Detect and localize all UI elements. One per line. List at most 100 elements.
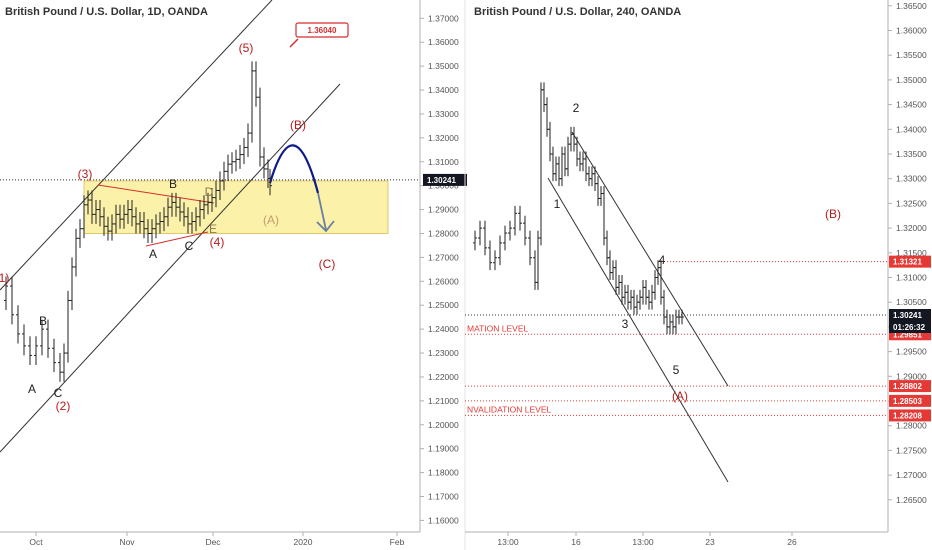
h4-lower-channel-line	[547, 177, 729, 483]
h4-time-tick-label: 16	[571, 537, 581, 547]
daily-wave-label: (C)	[319, 257, 336, 271]
h4-level-price: 1.28503	[893, 397, 922, 406]
daily-time-tick-label: Dec	[205, 537, 221, 547]
h4-countdown-tag	[889, 320, 931, 333]
h4-price-tick-label: 1.28000	[896, 421, 927, 431]
daily-wave-label: (B)	[290, 118, 306, 132]
target-callout-label: 1.36040	[308, 26, 337, 35]
daily-time-tick-label: Nov	[119, 537, 135, 547]
h4-price-tick-label: 1.33500	[896, 149, 927, 159]
h4-wave-label: 2	[573, 101, 580, 115]
h4-wave-label: 5	[673, 363, 680, 377]
h4-upper-channel-line	[571, 131, 729, 387]
projection-arrow-line	[317, 192, 327, 231]
h4-price-tick-label: 1.29000	[896, 371, 927, 381]
daily-wave-label: B	[169, 177, 177, 191]
h4-price-tick-label: 1.35000	[896, 75, 927, 85]
daily-price-tick-label: 1.21000	[428, 396, 459, 406]
h4-wave-label: 4	[659, 253, 666, 267]
h4-time-tick-label: 13:00	[497, 537, 519, 547]
h4-price-bars	[473, 82, 684, 335]
daily-upper-channel-line	[0, 0, 273, 291]
daily-price-tick-label: 1.27000	[428, 252, 459, 262]
h4-level-tag	[889, 409, 931, 422]
h4-price-tick-label: 1.31500	[896, 248, 927, 258]
daily-price-tick-label: 1.32000	[428, 133, 459, 143]
h4-level-price: 1.29851	[893, 330, 922, 339]
daily-price-tick-label: 1.36000	[428, 37, 459, 47]
daily-price-tick-label: 1.37000	[428, 13, 459, 23]
daily-wave-label: A	[28, 382, 36, 396]
daily-wave-label: C	[54, 386, 63, 400]
h4-level-price: 1.28802	[893, 382, 922, 391]
daily-chart-title: British Pound / U.S. Dollar, 1D, OANDA	[5, 6, 208, 18]
daily-price-tick-label: 1.25000	[428, 300, 459, 310]
daily-price-tick-label: 1.22000	[428, 372, 459, 382]
daily-price-tick-label: 1.23000	[428, 348, 459, 358]
target-callout-pointer	[289, 38, 299, 48]
h4-wave-label: (B)	[825, 207, 841, 221]
h4-price-tick-label: 1.36500	[896, 1, 927, 11]
daily-wave-label: D	[205, 185, 214, 199]
h4-price-tick-label: 1.35500	[896, 50, 927, 60]
projection-arc	[268, 144, 320, 194]
daily-price-tick-label: 1.33000	[428, 109, 459, 119]
h4-time-tick-label: 13:00	[632, 537, 654, 547]
h4-price-tick-label: 1.30500	[896, 297, 927, 307]
target-callout-box	[295, 22, 349, 38]
h4-price-tick-label: 1.31000	[896, 273, 927, 283]
daily-wave-label: (5)	[239, 41, 254, 55]
h4-level-text: MATION LEVEL	[467, 323, 529, 333]
daily-wave-label: (4)	[210, 235, 225, 249]
h4-wave-label: 1	[554, 197, 561, 211]
daily-price-tick-label: 1.29000	[428, 205, 459, 215]
h4-level-tag	[889, 380, 931, 393]
daily-price-tick-label: 1.34000	[428, 85, 459, 95]
h4-chart-panel: British Pound / U.S. Dollar, 240, OANDA …	[464, 0, 931, 550]
daily-target-zone	[83, 180, 389, 234]
h4-price-tick-label: 1.32000	[896, 223, 927, 233]
daily-time-tick-label: 2020	[294, 537, 313, 547]
daily-price-tick-label: 1.20000	[428, 420, 459, 430]
daily-wave-label: (1)	[0, 271, 9, 285]
daily-price-tick-label: 1.26000	[428, 276, 459, 286]
daily-price-tick-label: 1.19000	[428, 444, 459, 454]
daily-price-tick-label: 1.16000	[428, 515, 459, 525]
h4-price-tick-label: 1.34000	[896, 124, 927, 134]
daily-wave-label: A	[149, 247, 157, 261]
h4-price-tick-label: 1.34500	[896, 100, 927, 110]
h4-price-tick-label: 1.27000	[896, 470, 927, 480]
h4-price-tick-label: 1.32500	[896, 198, 927, 208]
h4-price-tick-label: 1.26500	[896, 495, 927, 505]
daily-price-tick-label: 1.31000	[428, 157, 459, 167]
daily-wave-label: (3)	[78, 167, 93, 181]
zone-wave-label: (A)	[263, 213, 279, 227]
h4-chart-title: British Pound / U.S. Dollar, 240, OANDA	[474, 6, 681, 18]
h4-price-tick-label: 1.27500	[896, 445, 927, 455]
h4-last-price-value: 1.30241	[893, 311, 922, 320]
daily-price-tick-label: 1.17000	[428, 492, 459, 502]
daily-last-price-tag	[423, 173, 467, 186]
daily-time-tick-label: Oct	[29, 537, 43, 547]
h4-price-tick-label: 1.29500	[896, 347, 927, 357]
daily-wave-label: B	[39, 314, 47, 328]
daily-triangle-lower-line	[145, 231, 209, 247]
h4-wave-label: 3	[622, 317, 629, 331]
daily-price-bars	[4, 61, 272, 382]
h4-level-tag	[889, 394, 931, 407]
h4-time-tick-label: 26	[787, 537, 797, 547]
h4-wave-label: (A)	[672, 389, 688, 403]
daily-price-tick-label: 1.28000	[428, 228, 459, 238]
projection-arrow-head	[316, 220, 335, 233]
h4-level-tag	[889, 255, 931, 268]
daily-price-tick-label: 1.18000	[428, 468, 459, 478]
daily-wave-label: (2)	[56, 399, 71, 413]
h4-price-tick-label: 1.36000	[896, 26, 927, 36]
h4-level-price: 1.31321	[893, 258, 922, 267]
h4-countdown-value: 01:26:32	[893, 323, 926, 332]
daily-wave-label: E	[209, 222, 217, 236]
daily-chart-panel: British Pound / U.S. Dollar, 1D, OANDA 1…	[0, 0, 467, 547]
h4-level-text: NVALIDATION LEVEL	[467, 404, 552, 414]
h4-last-price-tag	[889, 308, 931, 321]
